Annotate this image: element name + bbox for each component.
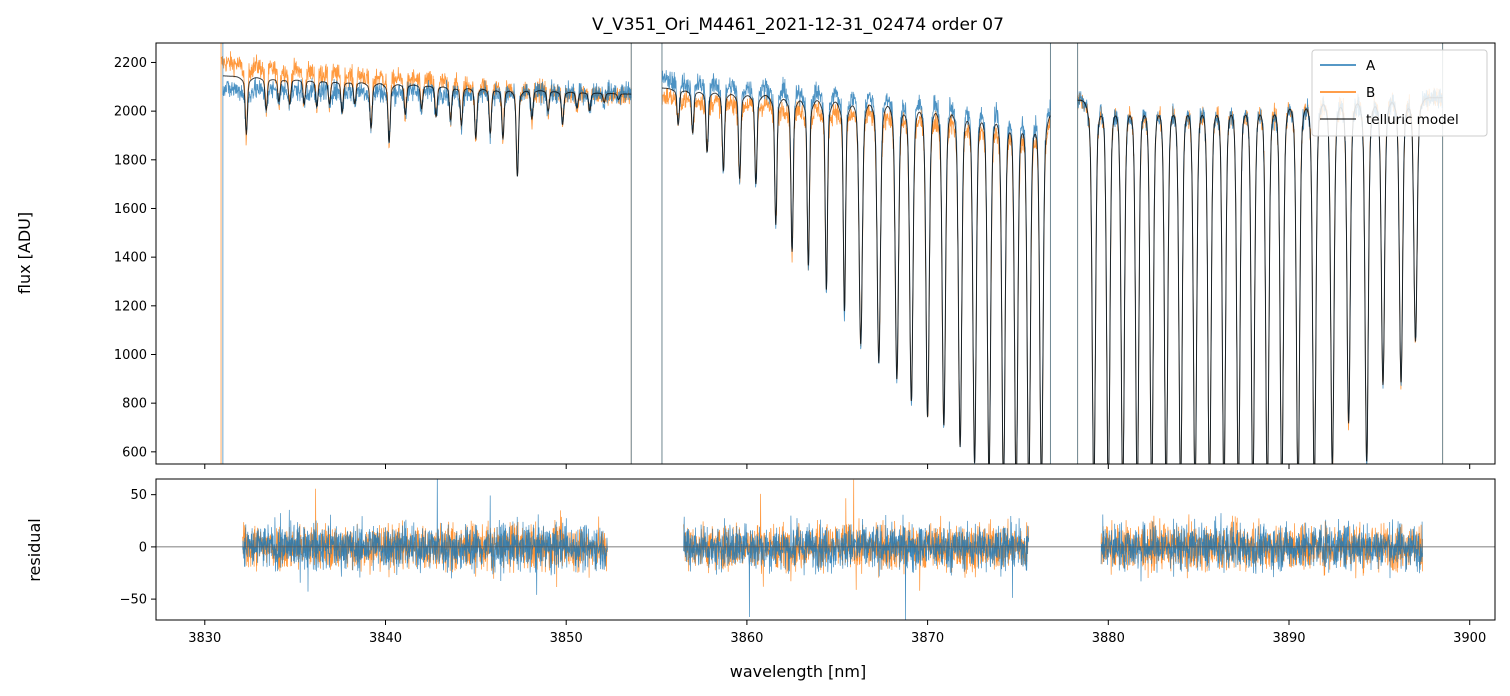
residual-a-line: [683, 514, 1030, 620]
x-axis-label: wavelength [nm]: [730, 662, 867, 681]
y-tick-label: 1200: [114, 299, 147, 314]
y-tick-label: 800: [122, 397, 147, 412]
y-tick-label: 1800: [114, 153, 147, 168]
legend-box: [1311, 49, 1488, 137]
y-tick-label: 1600: [114, 202, 147, 217]
x-tick-label: 3840: [369, 631, 402, 646]
x-tick-label: 3850: [550, 631, 583, 646]
y-tick-label: 1000: [114, 348, 147, 363]
telluric-model-line: [1077, 97, 1443, 464]
residual-data: [156, 479, 1495, 620]
legend: A B telluric model: [1311, 49, 1488, 137]
x-tick-label: 3830: [188, 631, 221, 646]
residual-y-axis-label: residual: [25, 518, 44, 581]
spectrum-x-ticks: [204, 464, 1471, 469]
legend-label-a: A: [1366, 58, 1376, 74]
x-tick-label: 3880: [1092, 631, 1125, 646]
y-tick-label: −50: [120, 593, 147, 608]
y-tick-label: 2000: [114, 105, 147, 120]
residual-x-ticks: 3830 3840 3850 3860 3870 3880 3890 3900: [188, 620, 1486, 646]
y-tick-label: 50: [130, 488, 147, 503]
legend-label-telluric: telluric model: [1366, 112, 1459, 128]
spectrum-y-axis-label: flux [ADU]: [15, 212, 34, 294]
residual-frame: [155, 478, 1496, 621]
legend-label-b: B: [1366, 85, 1375, 101]
y-tick-label: 2200: [114, 56, 147, 71]
telluric-model-line: [222, 75, 632, 177]
residual-y-ticks: −50 0 50: [120, 488, 156, 608]
y-tick-label: 1400: [114, 251, 147, 266]
residual-a-line: [1100, 513, 1423, 582]
y-tick-label: 0: [139, 540, 147, 555]
spectrum-panel: 600 800 1000 1200 1400 1600 1800 2000 2200 flux …: [15, 42, 1496, 469]
chart-title: V_V351_Ori_M4461_2021-12-31_02474 order …: [592, 15, 1004, 35]
x-tick-label: 3870: [911, 631, 944, 646]
x-tick-label: 3900: [1453, 631, 1486, 646]
spectrum-frame: [155, 42, 1496, 465]
x-tick-label: 3890: [1272, 631, 1305, 646]
spectrum-y-ticks: 600 800 1000 1200 1400 1600 1800 2000 2200: [114, 56, 156, 460]
telluric-model-line: [662, 87, 1051, 464]
y-tick-label: 600: [122, 445, 147, 460]
x-tick-label: 3860: [730, 631, 763, 646]
